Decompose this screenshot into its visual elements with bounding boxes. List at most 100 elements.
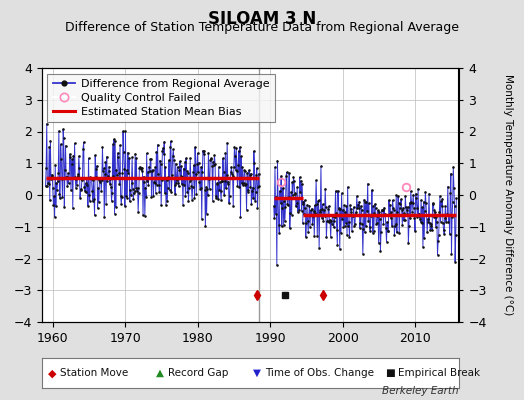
Y-axis label: Monthly Temperature Anomaly Difference (°C): Monthly Temperature Anomaly Difference (…	[503, 74, 514, 316]
Point	[73, 173, 82, 179]
Point	[440, 231, 449, 237]
Point	[376, 216, 384, 222]
Point	[255, 182, 264, 189]
Point	[234, 148, 243, 154]
Point	[196, 185, 204, 192]
Point	[148, 166, 157, 173]
Point	[82, 189, 90, 195]
Point	[212, 193, 220, 200]
Point	[301, 205, 309, 211]
Point	[302, 220, 311, 226]
Point	[136, 166, 145, 172]
Point	[328, 220, 336, 227]
Point	[96, 178, 104, 185]
Point	[365, 200, 373, 207]
Point	[391, 221, 400, 228]
Point	[279, 184, 287, 191]
Point	[251, 198, 259, 204]
Point	[57, 141, 65, 148]
Point	[433, 218, 441, 225]
Point	[90, 196, 98, 202]
Point	[77, 187, 85, 193]
Point	[311, 202, 319, 209]
Point	[208, 162, 216, 169]
Point	[160, 138, 168, 145]
Point	[283, 202, 292, 208]
Point	[67, 187, 75, 193]
Point	[213, 180, 222, 186]
Point	[114, 154, 123, 160]
Point	[282, 173, 290, 179]
Point	[95, 199, 103, 205]
Point	[318, 215, 326, 221]
Point	[406, 199, 414, 206]
Point	[292, 203, 300, 209]
Point	[244, 188, 252, 195]
Point	[399, 204, 407, 211]
Point	[185, 178, 194, 184]
Point	[226, 175, 234, 181]
Point	[304, 229, 312, 235]
Point	[241, 182, 249, 188]
Point	[292, 200, 301, 207]
Point	[150, 179, 158, 185]
Point	[252, 189, 260, 196]
Point	[333, 241, 342, 248]
Text: Berkeley Earth: Berkeley Earth	[382, 386, 458, 396]
Point	[182, 168, 191, 174]
Point	[272, 194, 280, 200]
Point	[377, 229, 385, 236]
Point	[335, 205, 343, 211]
Point	[353, 193, 361, 199]
Point	[339, 224, 347, 230]
Point	[134, 185, 142, 191]
Point	[403, 210, 411, 217]
Point	[159, 151, 168, 158]
Point	[225, 193, 234, 200]
Point	[220, 191, 228, 198]
Point	[55, 190, 63, 197]
Point	[244, 186, 253, 193]
Point	[399, 217, 408, 224]
Point	[89, 177, 97, 183]
Point	[254, 184, 262, 190]
Point	[403, 204, 412, 210]
Point	[293, 208, 302, 215]
Point	[379, 207, 387, 214]
Point	[407, 199, 416, 205]
Point	[76, 194, 84, 201]
Point	[60, 204, 69, 210]
Point	[440, 227, 448, 233]
Point	[205, 186, 214, 192]
Point	[374, 207, 382, 214]
Point	[373, 212, 381, 219]
Point	[365, 223, 374, 230]
Point	[334, 205, 343, 212]
Point	[295, 206, 303, 213]
Point	[388, 222, 396, 229]
Point	[386, 202, 395, 208]
Point	[381, 212, 389, 218]
Point	[286, 225, 294, 231]
Point	[408, 199, 417, 206]
Point	[49, 202, 58, 208]
Point	[234, 162, 242, 168]
Point	[92, 174, 100, 180]
Point	[346, 202, 354, 208]
Point	[149, 192, 158, 199]
Point	[342, 203, 351, 209]
Point	[147, 156, 155, 162]
Point	[242, 181, 250, 187]
Point	[97, 188, 105, 194]
Point	[449, 199, 457, 206]
Text: Difference of Station Temperature Data from Regional Average: Difference of Station Temperature Data f…	[65, 21, 459, 34]
Point	[193, 161, 201, 167]
Point	[225, 200, 233, 206]
Point	[275, 222, 283, 228]
Point	[93, 205, 102, 211]
Point	[59, 126, 67, 132]
Point	[350, 204, 358, 210]
Point	[143, 150, 151, 157]
Point	[174, 183, 183, 190]
Point	[439, 220, 447, 226]
